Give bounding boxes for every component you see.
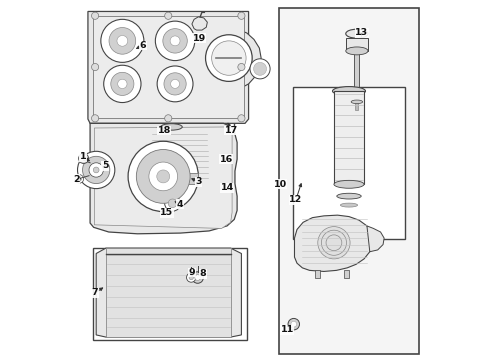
Bar xyxy=(315,270,320,278)
Text: 5: 5 xyxy=(102,161,108,170)
Bar xyxy=(143,71,234,167)
Bar xyxy=(343,270,349,278)
Bar xyxy=(184,173,198,184)
Ellipse shape xyxy=(351,100,363,104)
Text: 8: 8 xyxy=(199,269,206,278)
Circle shape xyxy=(77,151,115,189)
Circle shape xyxy=(157,170,170,183)
Circle shape xyxy=(165,115,172,122)
Polygon shape xyxy=(146,126,211,184)
Circle shape xyxy=(238,12,245,19)
Circle shape xyxy=(326,235,342,251)
Circle shape xyxy=(171,80,179,88)
Polygon shape xyxy=(106,248,231,337)
Circle shape xyxy=(168,199,177,208)
Polygon shape xyxy=(96,248,242,337)
Circle shape xyxy=(165,195,180,211)
Circle shape xyxy=(157,66,193,102)
Circle shape xyxy=(189,275,194,280)
Circle shape xyxy=(165,12,172,19)
Circle shape xyxy=(238,115,245,122)
Ellipse shape xyxy=(334,180,364,188)
Polygon shape xyxy=(195,28,261,90)
Circle shape xyxy=(77,177,81,181)
Circle shape xyxy=(78,153,89,163)
Circle shape xyxy=(155,21,195,60)
Bar xyxy=(294,87,405,239)
Text: 4: 4 xyxy=(176,200,183,209)
Circle shape xyxy=(187,273,196,282)
Circle shape xyxy=(117,36,128,46)
Circle shape xyxy=(195,275,200,280)
Polygon shape xyxy=(95,127,232,228)
Polygon shape xyxy=(93,16,244,118)
Circle shape xyxy=(82,156,110,184)
Circle shape xyxy=(254,62,267,75)
Bar xyxy=(354,51,359,102)
Ellipse shape xyxy=(346,47,368,55)
Circle shape xyxy=(104,65,141,103)
Circle shape xyxy=(291,321,296,327)
Ellipse shape xyxy=(341,203,358,207)
Circle shape xyxy=(92,115,98,122)
Circle shape xyxy=(205,35,252,81)
Circle shape xyxy=(212,41,246,75)
Text: 1: 1 xyxy=(79,152,86,161)
Text: 12: 12 xyxy=(289,195,302,204)
Text: 9: 9 xyxy=(189,268,195,277)
Text: 3: 3 xyxy=(195,177,201,186)
Circle shape xyxy=(170,36,180,46)
Circle shape xyxy=(250,59,270,79)
Ellipse shape xyxy=(333,87,366,95)
Text: 6: 6 xyxy=(140,41,146,50)
Circle shape xyxy=(109,27,136,54)
Polygon shape xyxy=(367,226,384,252)
Circle shape xyxy=(101,19,144,62)
Circle shape xyxy=(136,149,190,203)
Circle shape xyxy=(321,230,346,255)
Polygon shape xyxy=(88,12,248,123)
Circle shape xyxy=(288,319,299,330)
Circle shape xyxy=(111,72,134,95)
Circle shape xyxy=(128,141,198,212)
Circle shape xyxy=(92,63,98,71)
Text: 16: 16 xyxy=(220,155,233,164)
Bar xyxy=(279,8,419,354)
Ellipse shape xyxy=(161,124,182,130)
Circle shape xyxy=(93,167,99,173)
Text: 13: 13 xyxy=(355,28,368,37)
Text: 11: 11 xyxy=(281,325,294,334)
Bar xyxy=(93,248,247,339)
Polygon shape xyxy=(192,17,207,30)
Circle shape xyxy=(192,272,203,283)
Polygon shape xyxy=(294,215,372,271)
Text: 17: 17 xyxy=(225,126,238,135)
Circle shape xyxy=(164,73,186,95)
Circle shape xyxy=(92,12,98,19)
Circle shape xyxy=(238,63,245,71)
Circle shape xyxy=(118,79,127,89)
Ellipse shape xyxy=(346,29,368,38)
Text: 18: 18 xyxy=(158,126,171,135)
Bar xyxy=(334,91,364,184)
Polygon shape xyxy=(186,41,202,87)
Ellipse shape xyxy=(337,193,361,199)
Polygon shape xyxy=(346,39,368,51)
Polygon shape xyxy=(90,123,237,234)
Circle shape xyxy=(318,226,350,259)
Text: 10: 10 xyxy=(273,180,287,189)
Circle shape xyxy=(75,175,84,183)
Text: 15: 15 xyxy=(160,208,173,217)
Circle shape xyxy=(89,163,103,177)
Text: 19: 19 xyxy=(193,34,206,43)
Bar xyxy=(355,102,358,110)
Text: 7: 7 xyxy=(92,288,98,297)
Text: 14: 14 xyxy=(220,183,234,192)
Circle shape xyxy=(163,29,187,53)
Text: 2: 2 xyxy=(73,175,80,184)
Circle shape xyxy=(149,162,177,191)
